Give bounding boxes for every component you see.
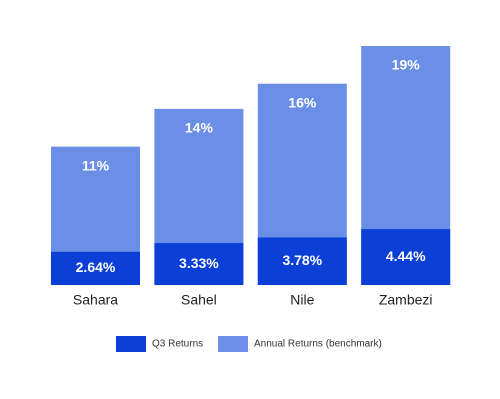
value-label: 3.33% [179, 255, 219, 271]
bar [154, 243, 244, 285]
x-tick-label: Sahel [181, 292, 217, 308]
value-label: 3.78% [282, 252, 322, 268]
legend-swatch [116, 336, 146, 352]
value-label: 16% [288, 94, 317, 110]
value-label: 11% [82, 157, 110, 173]
legend-label: Q3 Returns [152, 339, 203, 350]
value-label: 19% [392, 57, 421, 73]
bar [361, 229, 451, 285]
legend-label: Annual Returns (benchmark) [254, 339, 382, 350]
legend-swatch [218, 336, 248, 352]
x-tick-label: Sahara [73, 292, 118, 308]
x-tick-label: Nile [290, 292, 314, 308]
bar [257, 237, 347, 285]
value-label: 2.64% [76, 259, 116, 275]
value-label: 4.44% [386, 248, 426, 264]
value-label: 14% [185, 120, 214, 136]
bar [51, 251, 140, 285]
x-tick-label: Zambezi [379, 292, 433, 308]
